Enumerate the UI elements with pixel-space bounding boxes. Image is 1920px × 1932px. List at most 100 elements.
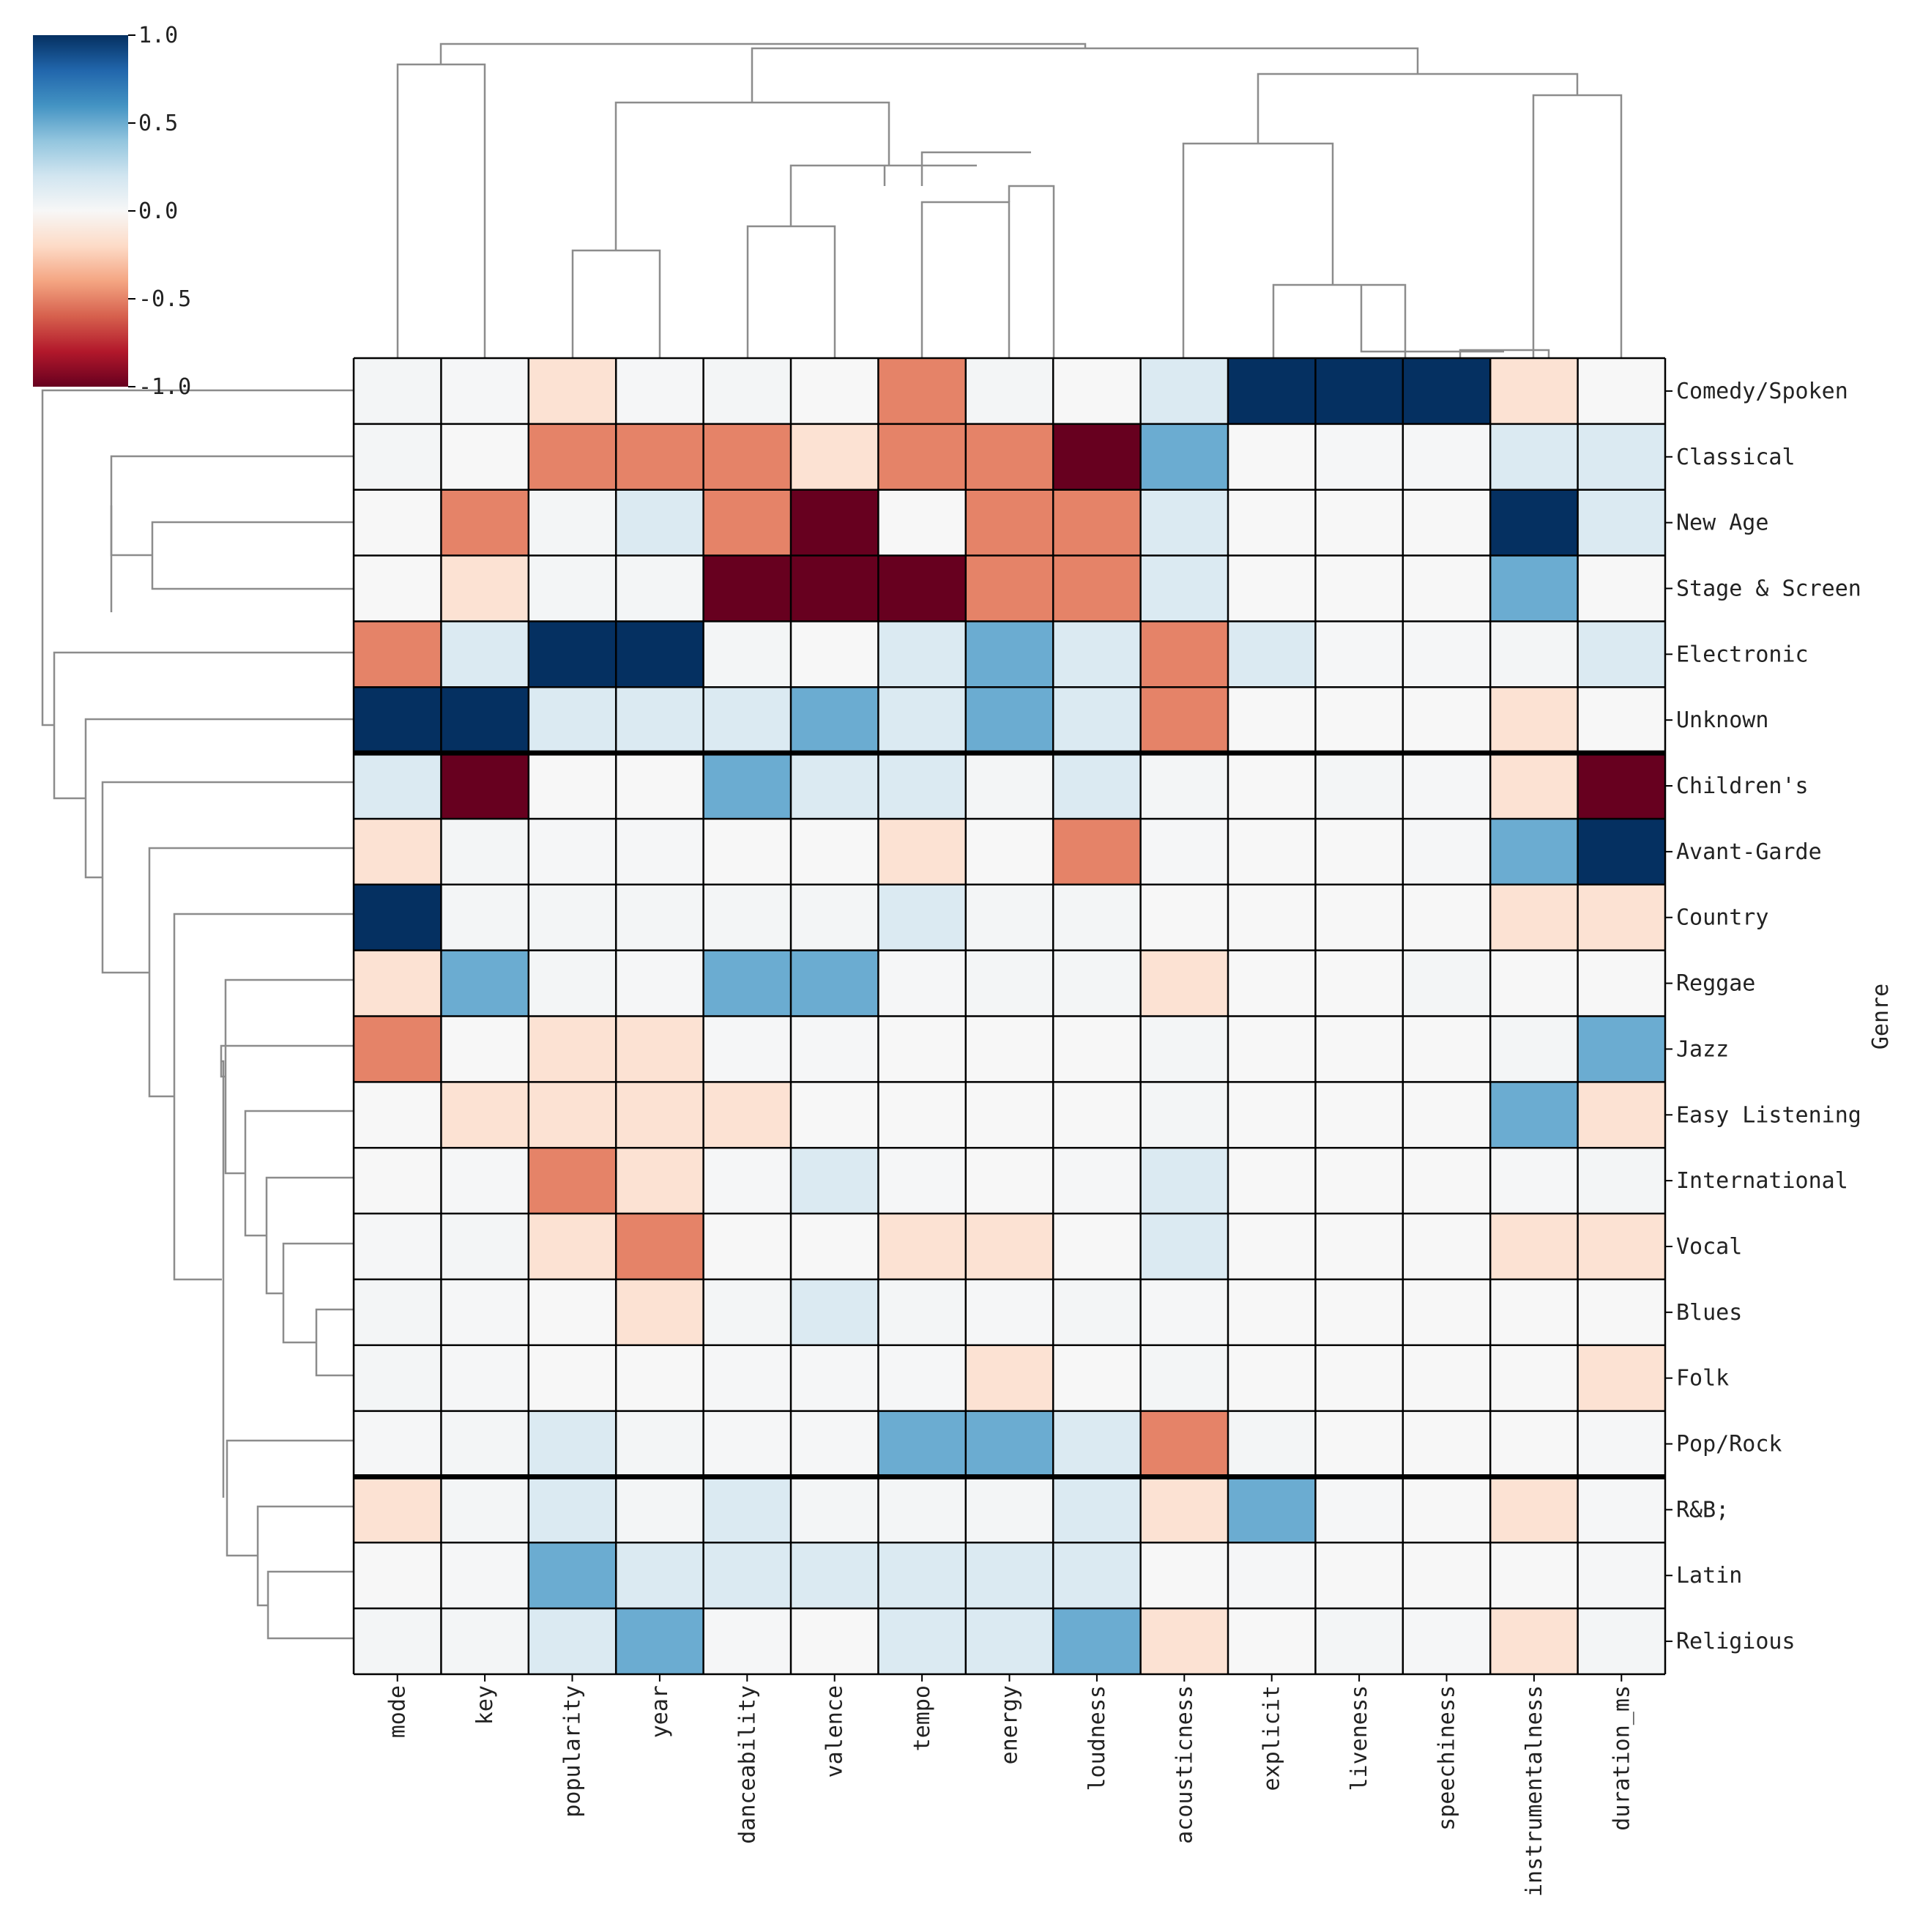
heatmap-cell (965, 1608, 1054, 1674)
heatmap-cell (441, 358, 529, 424)
heatmap-cell (1490, 621, 1578, 688)
heatmap-cell (1228, 1345, 1316, 1411)
heatmap-cell (616, 950, 704, 1017)
heatmap-cell (1490, 358, 1578, 424)
heatmap-cell (1053, 1411, 1141, 1477)
heatmap-cell (965, 1214, 1054, 1279)
heatmap-cell (1228, 1411, 1316, 1477)
heatmap-cell (878, 1016, 966, 1082)
row-label: R&B; (1676, 1497, 1729, 1523)
heatmap-cell (703, 1082, 791, 1148)
heatmap-cell (1140, 687, 1228, 754)
heatmap-grid (352, 357, 1667, 1676)
heatmap-cell (528, 489, 617, 556)
heatmap-cell (1053, 1345, 1141, 1411)
heatmap-cell (1402, 1411, 1491, 1477)
row-label: New Age (1676, 510, 1768, 536)
heatmap-cell (878, 358, 966, 424)
heatmap-cell (703, 884, 791, 951)
heatmap-cell (354, 555, 442, 622)
heatmap-cell (1140, 884, 1228, 951)
heatmap-cell (965, 1345, 1054, 1411)
heatmap-cell (791, 1082, 879, 1148)
heatmap-cell (703, 1214, 791, 1279)
heatmap-cell (1315, 950, 1403, 1017)
column-label: popularity (560, 1685, 586, 1818)
heatmap-cell (616, 818, 704, 885)
heatmap-cell (1053, 1476, 1141, 1543)
heatmap-cell (528, 753, 617, 819)
heatmap-cell (441, 1082, 529, 1148)
heatmap-cell (1577, 1082, 1665, 1148)
row-label: Vocal (1676, 1234, 1742, 1260)
heatmap-cell (703, 423, 791, 490)
heatmap-cell (354, 358, 442, 424)
heatmap-cell (791, 1345, 879, 1411)
y-axis-label: Genre (1868, 984, 1894, 1049)
heatmap-cell (616, 687, 704, 754)
heatmap-cell (878, 884, 966, 951)
heatmap-cell (1315, 555, 1403, 622)
heatmap-cell (1490, 1016, 1578, 1082)
heatmap-cell (441, 1016, 529, 1082)
heatmap-cell (878, 423, 966, 490)
heatmap-cell (354, 1476, 442, 1543)
heatmap-cell (616, 1016, 704, 1082)
heatmap-cell (1228, 884, 1316, 951)
row-label: Pop/Rock (1676, 1432, 1782, 1457)
heatmap-cell (965, 358, 1054, 424)
heatmap-cell (354, 1016, 442, 1082)
heatmap-cell (1402, 818, 1491, 885)
heatmap-cell (878, 818, 966, 885)
heatmap-cell (1402, 1542, 1491, 1609)
heatmap-cell (441, 1542, 529, 1609)
heatmap-cell (703, 1148, 791, 1214)
row-label: Religious (1676, 1629, 1796, 1654)
heatmap-cell (703, 489, 791, 556)
heatmap-cell (1315, 884, 1403, 951)
heatmap-cell (1402, 555, 1491, 622)
heatmap-cell (1315, 489, 1403, 556)
heatmap-cell (1140, 1214, 1228, 1279)
heatmap-cell (1315, 423, 1403, 490)
heatmap-cell (1577, 950, 1665, 1017)
heatmap-cell (528, 621, 617, 688)
heatmap-cell (1140, 1082, 1228, 1148)
heatmap-cell (703, 358, 791, 424)
heatmap-cell (703, 1476, 791, 1543)
heatmap-cell (616, 621, 704, 688)
heatmap-cell (354, 1542, 442, 1609)
heatmap-cell (1053, 1279, 1141, 1345)
heatmap-cell (1228, 1148, 1316, 1214)
heatmap-cell (791, 1016, 879, 1082)
heatmap-cell (703, 1279, 791, 1345)
heatmap-cell (441, 1345, 529, 1411)
column-label: instrumentalness (1522, 1685, 1547, 1897)
heatmap-cell (1228, 1608, 1316, 1674)
heatmap-cell (354, 489, 442, 556)
heatmap-cell (1315, 1082, 1403, 1148)
heatmap-cell (1490, 423, 1578, 490)
heatmap-cell (703, 1016, 791, 1082)
heatmap-cell (791, 884, 879, 951)
heatmap-cell (1228, 687, 1316, 754)
heatmap-cell (1402, 687, 1491, 754)
heatmap-cell (791, 555, 879, 622)
heatmap-cell (791, 1608, 879, 1674)
heatmap-cell (1315, 753, 1403, 819)
heatmap-cell (1140, 1542, 1228, 1609)
heatmap-cell (878, 753, 966, 819)
heatmap-cell (1315, 1542, 1403, 1609)
column-label: acousticness (1172, 1685, 1197, 1844)
heatmap-cell (791, 358, 879, 424)
heatmap-cell (528, 1148, 617, 1214)
heatmap-cell (1315, 1148, 1403, 1214)
heatmap-cell (1140, 1016, 1228, 1082)
column-tick-labels: mode key popularity year danceability valence… (385, 1674, 1634, 1897)
heatmap-cell (1577, 1476, 1665, 1543)
row-dendrogram (41, 389, 354, 1640)
heatmap-cell (616, 1542, 704, 1609)
heatmap-cell (354, 1345, 442, 1411)
heatmap-cell (616, 423, 704, 490)
